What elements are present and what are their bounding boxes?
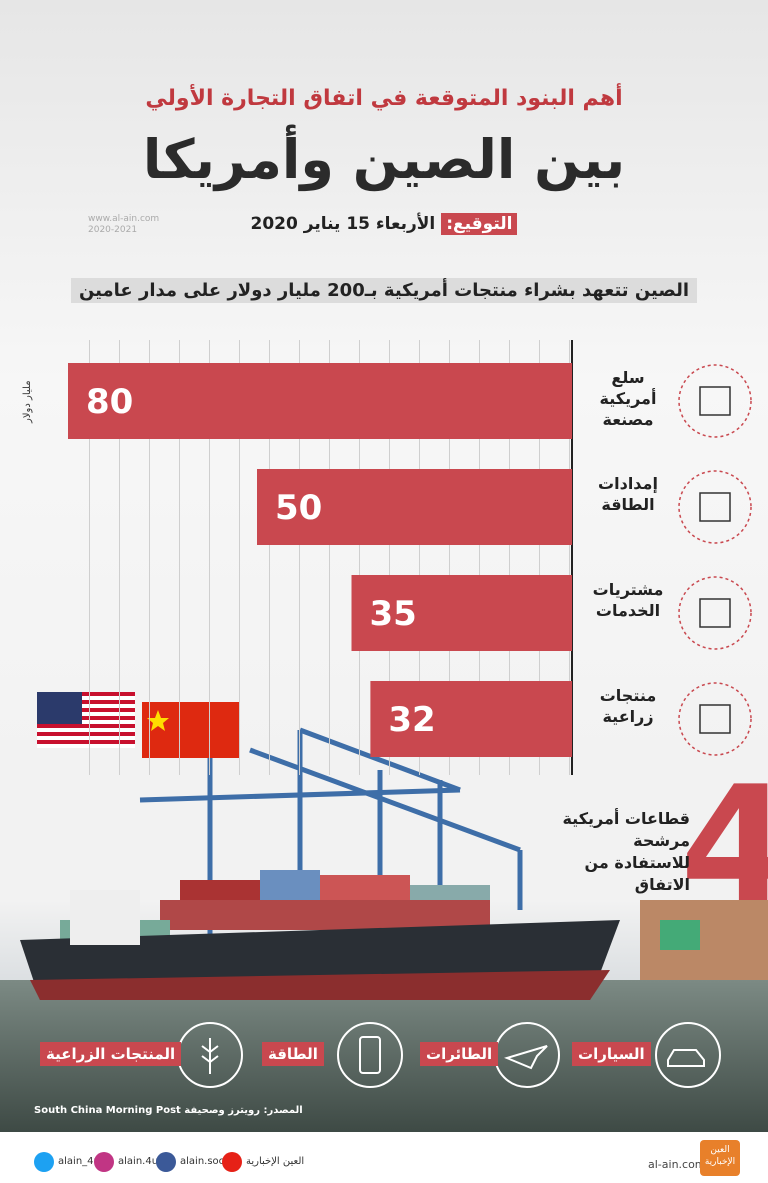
chart: 80 50 35 32 (68, 340, 752, 775)
watermark-site: www.al-ain.com (88, 214, 160, 224)
watermark-years: 2020-2021 (88, 225, 138, 235)
instagram-icon[interactable] (94, 1152, 114, 1172)
chart-title: الصين تتعهد بشراء منتجات أمريكية بـ200 م… (0, 278, 768, 303)
signing: التوقيع: الأربعاء 15 يناير 2020 (0, 213, 768, 235)
value-label: 35 (370, 594, 417, 634)
twitter-icon[interactable] (34, 1152, 54, 1172)
value-label: 50 (275, 488, 322, 528)
sector-count: 4 (680, 751, 768, 938)
bar (351, 575, 572, 651)
subtitle: أهم البنود المتوقعة في اتفاق التجارة الأ… (145, 86, 623, 111)
value-label: 32 (388, 700, 435, 740)
sector-icons (177, 1022, 721, 1088)
source: المصدر: رويترز وصحيفة South China Mornin… (34, 1105, 303, 1116)
youtube-icon[interactable] (222, 1152, 242, 1172)
category-icon-glyph (699, 704, 731, 734)
sector-label: المنتجات الزراعية (40, 1042, 182, 1066)
value-label: 80 (86, 382, 133, 422)
site[interactable]: al-ain.com (648, 1158, 706, 1171)
watermark: www.al-ain.com 2020-2021 (88, 214, 159, 236)
category-icon-glyph (699, 492, 731, 522)
social-handle[interactable]: alain_4u (58, 1156, 100, 1167)
bar (68, 363, 572, 439)
social-handle[interactable]: alain.social (180, 1156, 236, 1167)
chart-title-text: الصين تتعهد بشراء منتجات أمريكية بـ200 م… (70, 278, 698, 303)
bar (370, 681, 572, 757)
category-label: سلع أمريكية مصنعة (599, 368, 657, 429)
category-icon (678, 470, 752, 544)
category-label: منتجات زراعية (599, 686, 657, 726)
category-label: مشتريات الخدمات (592, 580, 664, 620)
footer (0, 1132, 768, 1183)
bar (257, 469, 572, 545)
sector-caption: قطاعات أمريكية مرشحة للاستفادة من الاتفا… (562, 809, 690, 894)
logo: العين الإخبارية (700, 1140, 740, 1176)
title: بين الصين وأمريكا (142, 128, 626, 191)
sector-label: الطائرات (420, 1042, 499, 1066)
category-icon (678, 364, 752, 438)
category-label: إمدادات الطاقة (598, 474, 658, 514)
facebook-icon[interactable] (156, 1152, 176, 1172)
category-icon-glyph (699, 598, 731, 628)
signing-date: الأربعاء 15 يناير 2020 (250, 214, 436, 234)
social-handle[interactable]: العين الإخبارية (246, 1156, 305, 1167)
signing-label: التوقيع: (441, 213, 518, 235)
sector-label: الطاقة (262, 1042, 324, 1066)
sector-label: السيارات (572, 1042, 651, 1066)
category-icon-glyph (699, 386, 731, 416)
category-icon (678, 576, 752, 650)
social-handle[interactable]: alain.4u (118, 1156, 159, 1167)
category-icon (678, 682, 752, 756)
